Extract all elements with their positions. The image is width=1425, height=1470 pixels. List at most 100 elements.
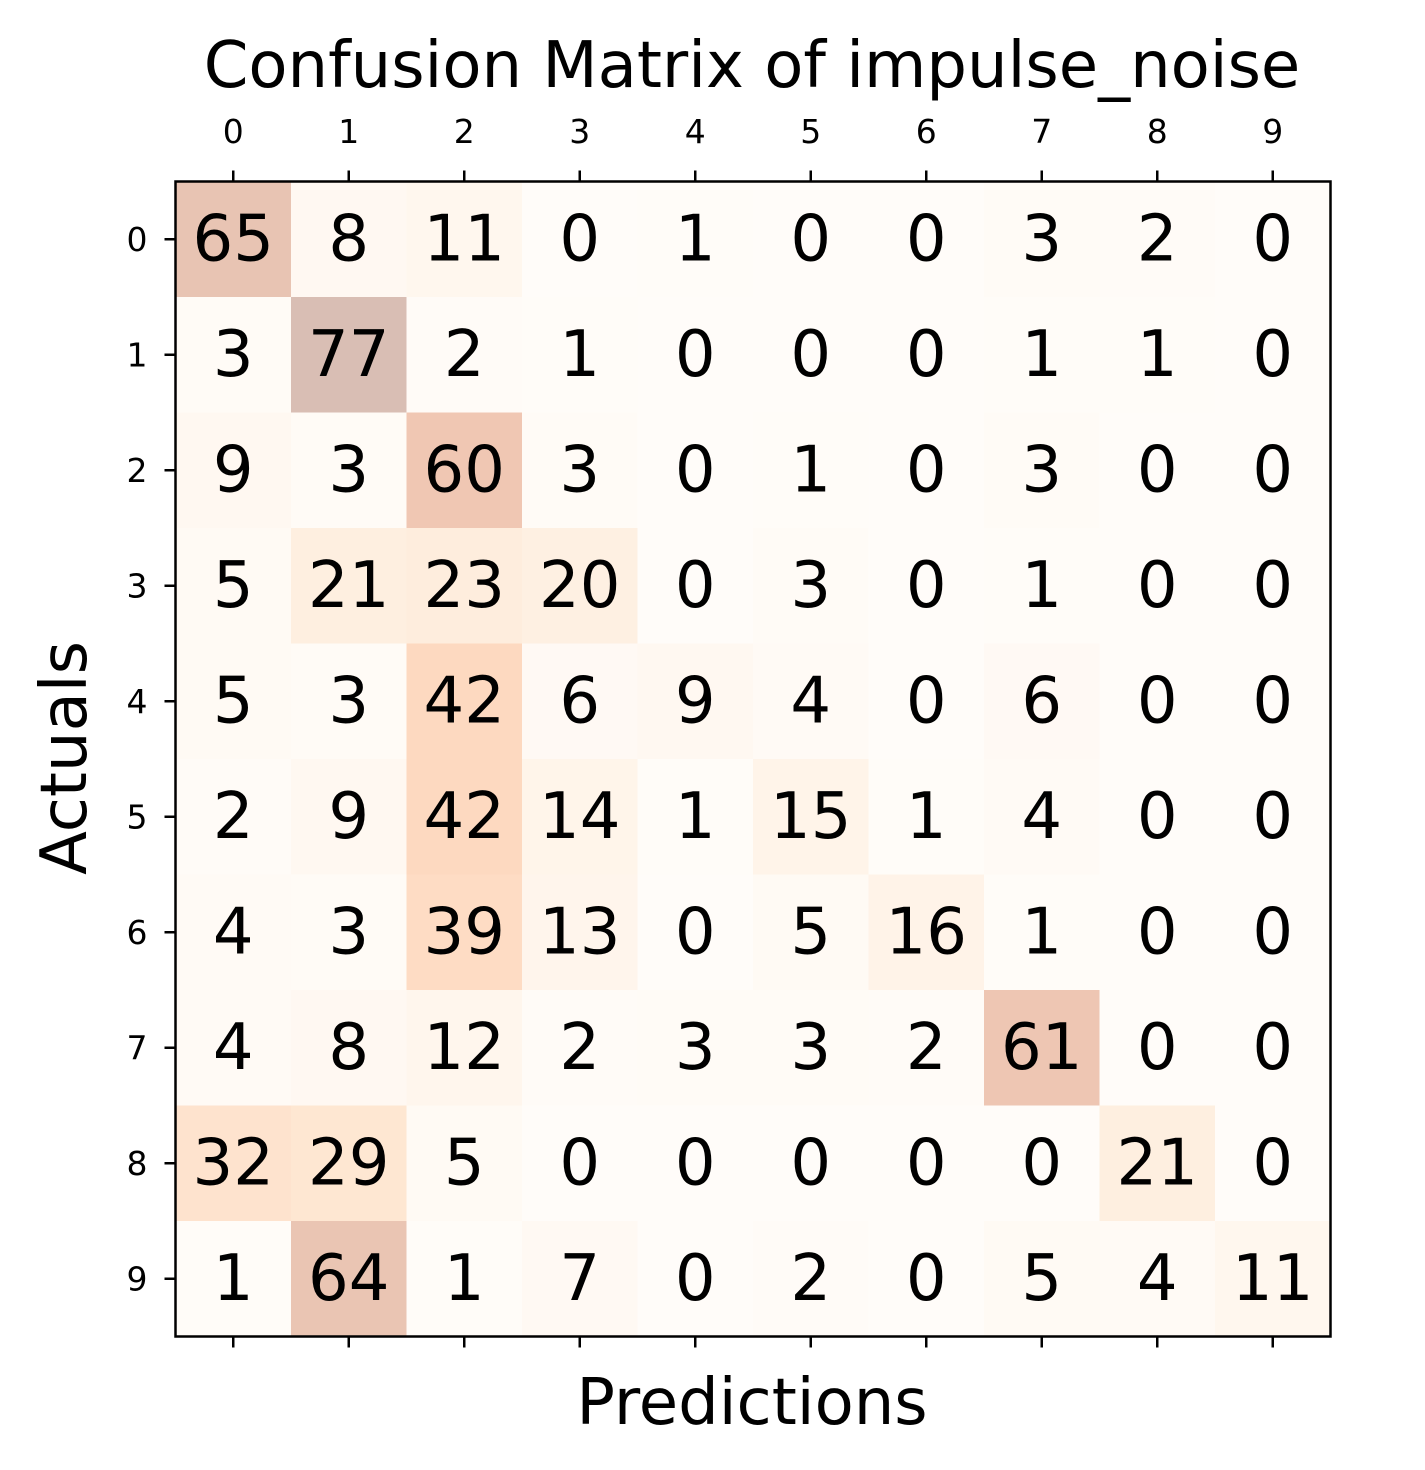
x-tick-label: 9: [1262, 112, 1283, 151]
cell-value: 6: [1021, 664, 1062, 738]
heatmap-cell: [984, 528, 1100, 644]
y-tick-label: 1: [127, 335, 148, 374]
cell-value: 29: [308, 1126, 389, 1200]
heatmap-cell: [1215, 1221, 1331, 1337]
cell-value: 4: [213, 895, 254, 969]
heatmap-cell: [753, 874, 869, 991]
cell-value: 11: [1232, 1242, 1313, 1316]
heatmap-cell: [175, 1221, 292, 1337]
cell-value: 5: [1021, 1242, 1062, 1316]
cell-value: 3: [213, 318, 254, 392]
cell-value: 1: [675, 780, 716, 854]
heatmap-cell: [1215, 990, 1331, 1106]
cell-value: 42: [424, 664, 505, 738]
cell-value: 0: [1137, 433, 1178, 507]
heatmap-cell: [522, 643, 638, 760]
heatmap-cell: [406, 297, 523, 413]
heatmap-cell: [291, 643, 407, 760]
heatmap-cell: [1215, 297, 1331, 413]
y-tick-label: 4: [127, 682, 148, 721]
y-tick-label: 8: [127, 1144, 148, 1183]
heatmap-cell: [1099, 990, 1216, 1106]
heatmap-cell: [175, 874, 292, 991]
cell-value: 3: [328, 895, 369, 969]
x-axis-label: Predictions: [576, 1366, 927, 1440]
heatmap-cell: [406, 990, 523, 1106]
cell-value: 3: [675, 1011, 716, 1085]
cell-value: 2: [559, 1011, 600, 1085]
heatmap-cell: [1215, 759, 1331, 875]
cell-value: 3: [790, 1011, 831, 1085]
cell-value: 0: [1137, 1011, 1178, 1085]
x-tick-label: 7: [1031, 112, 1052, 151]
heatmap-cell: [1215, 1105, 1331, 1222]
cell-value: 16: [886, 895, 967, 969]
cell-value: 9: [675, 664, 716, 738]
cell-value-labels: 65 8 11 0 1 0 0 3 2 03 77 2 1 0 0 0 1 1 09 3 60 3 0 1 0 3 0 05 21 23 2…: [193, 202, 1314, 1316]
cell-value: 0: [906, 1126, 947, 1200]
heatmap-cell: [753, 181, 869, 298]
heatmap-cell: [637, 643, 754, 760]
cell-value: 0: [675, 433, 716, 507]
heatmap-cell: [984, 412, 1100, 529]
cell-value: 0: [1137, 664, 1178, 738]
heatmap-cell: [1215, 181, 1331, 298]
cell-value: 4: [790, 664, 831, 738]
y-tick-label: 2: [127, 451, 148, 490]
cell-value: 12: [424, 1011, 505, 1085]
cell-value: 4: [1021, 780, 1062, 854]
heatmap-cell: [406, 412, 523, 529]
heatmap-cell: [175, 528, 292, 644]
cell-value: 1: [1137, 318, 1178, 392]
heatmap-cell: [984, 181, 1100, 298]
heatmap-cell: [1215, 643, 1331, 760]
heatmap-cell: [753, 528, 869, 644]
heatmap-cell: [175, 1105, 292, 1222]
cell-value: 0: [790, 1126, 831, 1200]
cell-value: 0: [1021, 1126, 1062, 1200]
x-tick-label: 1: [338, 112, 359, 151]
cell-value: 1: [1021, 895, 1062, 969]
cell-value: 3: [328, 433, 369, 507]
cell-value: 0: [675, 549, 716, 623]
chart-title: Confusion Matrix of impulse_noise: [204, 29, 1301, 103]
heatmap-cell: [984, 990, 1100, 1106]
heatmap-cell: [291, 990, 407, 1106]
cell-value: 77: [308, 318, 389, 392]
cell-value: 0: [675, 1242, 716, 1316]
heatmap-cell: [1215, 412, 1331, 529]
heatmap-cell: [1099, 181, 1216, 298]
cell-value: 0: [790, 318, 831, 392]
heatmap-cell: [522, 181, 638, 298]
heatmap-cell: [753, 643, 869, 760]
heatmap-cell: [753, 412, 869, 529]
cell-value: 0: [559, 1126, 600, 1200]
cell-value: 0: [675, 1126, 716, 1200]
cell-value: 20: [539, 549, 620, 623]
cell-value: 8: [328, 202, 369, 276]
cell-value: 1: [1021, 549, 1062, 623]
cell-value: 0: [675, 895, 716, 969]
cell-value: 64: [308, 1242, 389, 1316]
cell-value: 0: [675, 318, 716, 392]
heatmap-cell: [522, 1221, 638, 1337]
cell-value: 14: [539, 780, 620, 854]
cell-value: 9: [213, 433, 254, 507]
heatmap-cell: [1099, 297, 1216, 413]
plot-frame: [174, 180, 1332, 1338]
heatmap-cell: [522, 759, 638, 875]
y-tick-label: 9: [127, 1259, 148, 1298]
y-tick-label: 5: [127, 797, 148, 836]
heatmap-cell: [637, 181, 754, 298]
cell-value: 0: [1252, 780, 1293, 854]
heatmap-cell: [175, 759, 292, 875]
cell-value: 1: [790, 433, 831, 507]
heatmap-cell: [1215, 874, 1331, 991]
heatmap-cell: [406, 181, 523, 298]
cell-value: 0: [1252, 318, 1293, 392]
cell-value: 6: [559, 664, 600, 738]
cell-value: 7: [559, 1242, 600, 1316]
cell-value: 0: [906, 1242, 947, 1316]
heatmap-cell: [868, 1105, 985, 1222]
